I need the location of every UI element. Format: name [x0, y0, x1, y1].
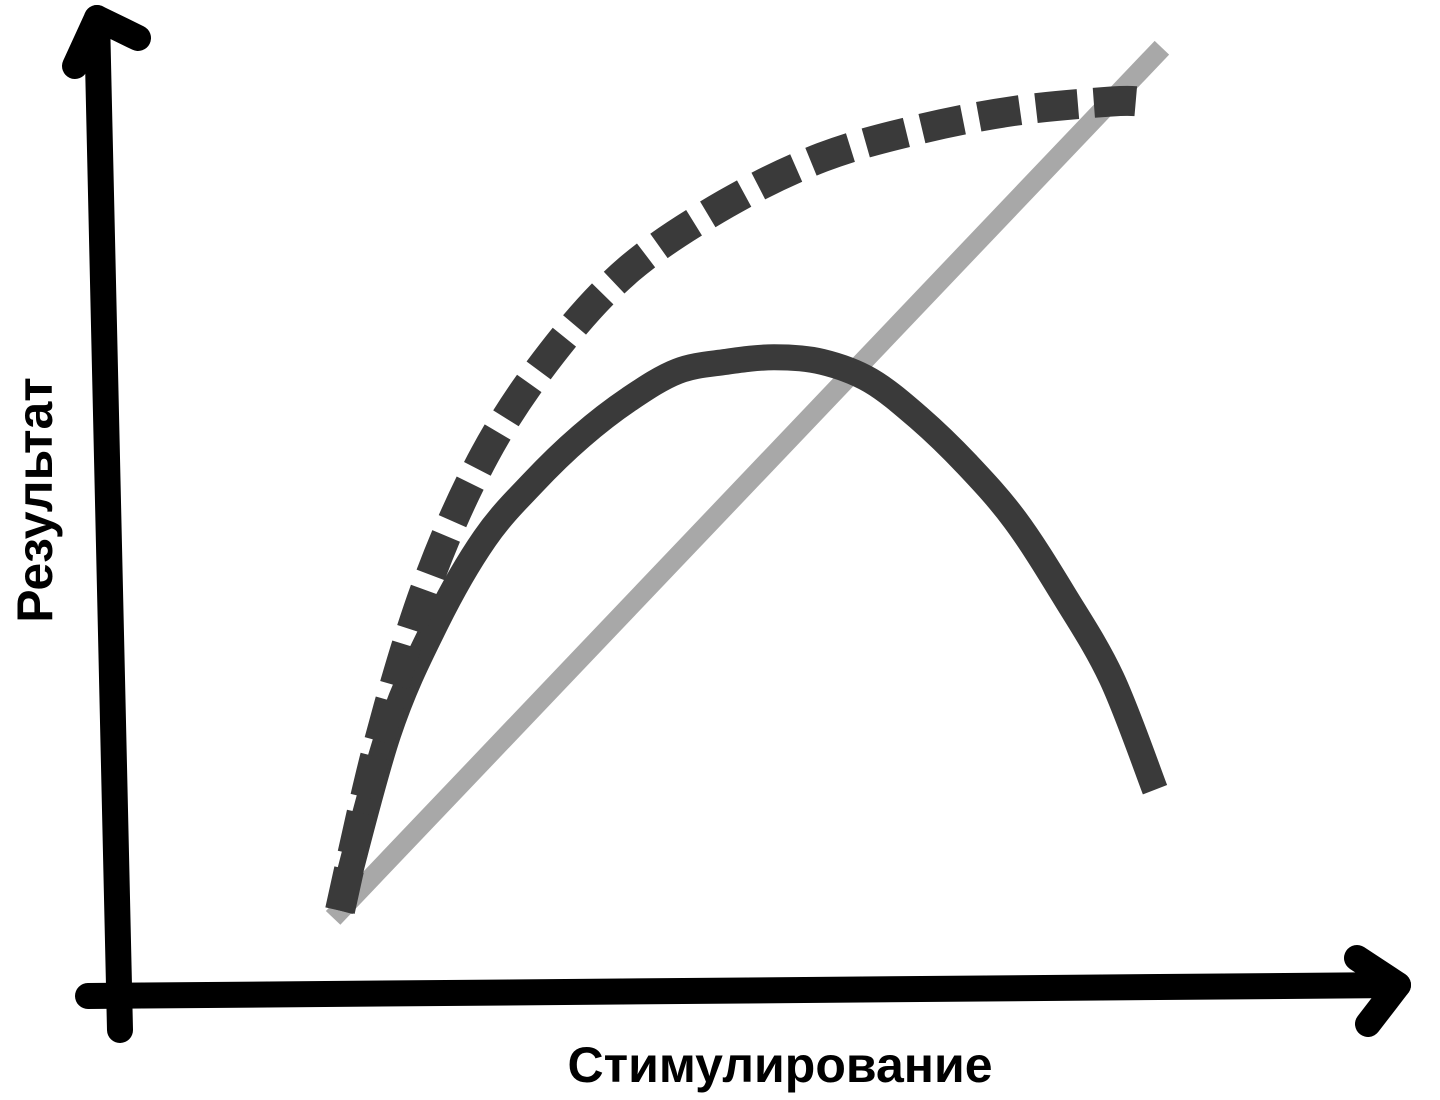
y-axis [62, 5, 151, 1043]
dashed-curve-line [325, 85, 1142, 914]
solid-curve-line [327, 344, 1168, 915]
x-axis-arrowhead [1344, 945, 1411, 1037]
y-axis-line [84, 5, 133, 1043]
x-axis [75, 945, 1411, 1037]
x-axis-label: Стимулирование [567, 1037, 992, 1093]
straight-line [325, 40, 1170, 925]
x-axis-line [75, 972, 1411, 1009]
series-layer [325, 40, 1170, 925]
y-axis-label: Результат [7, 377, 63, 623]
y-axis-arrowhead [62, 5, 151, 79]
